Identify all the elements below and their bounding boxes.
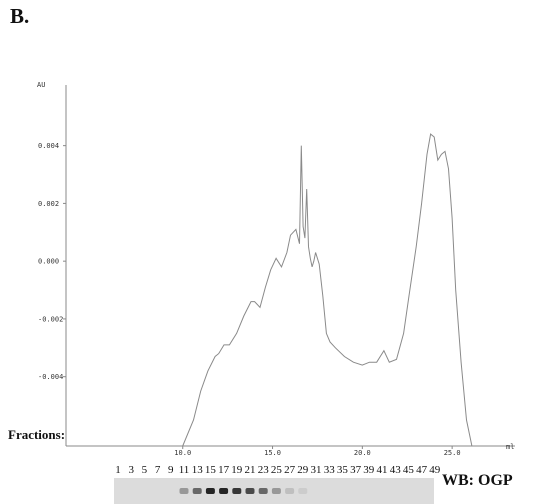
fraction-number: 41: [377, 464, 388, 476]
fraction-number: 47: [416, 464, 428, 476]
fraction-number: 19: [231, 464, 243, 476]
y-tick-label: 0.002: [38, 200, 59, 208]
blot-band: [192, 488, 202, 494]
fraction-number: 9: [168, 464, 174, 476]
fraction-number: 45: [403, 464, 415, 476]
blot-band: [219, 488, 229, 494]
fraction-number: 43: [390, 464, 402, 476]
fraction-number: 39: [363, 464, 375, 476]
fraction-number: 15: [205, 464, 217, 476]
fraction-number: 3: [128, 464, 134, 476]
fraction-number: 13: [192, 464, 204, 476]
x-tick-label: 10.0: [174, 449, 191, 457]
fraction-number: 37: [350, 464, 362, 476]
fraction-number: 17: [218, 464, 230, 476]
fraction-number: 35: [337, 464, 349, 476]
fraction-number: 25: [271, 464, 283, 476]
fraction-number: 21: [245, 464, 256, 476]
western-blot-label: WB: OGP: [442, 472, 513, 489]
panel-label: B.: [10, 4, 30, 28]
blot-membrane: [114, 478, 434, 504]
plot-area: 0.004 0.002 0.000 -0.002 -0.004 10.0 15.0 20.0 2…: [38, 85, 515, 457]
fraction-number: 33: [324, 464, 336, 476]
x-tick-label: 20.0: [354, 449, 371, 457]
blot-band: [285, 488, 295, 494]
blot-band: [271, 488, 281, 494]
western-blot-strip: 1 3 5 7 9 11 13 15 17 19 21 23 25 27 29 31 33 35 37 39 41 43 4…: [114, 464, 441, 504]
y-tick-label: 0.004: [38, 142, 59, 150]
fraction-number: 23: [258, 464, 270, 476]
blot-band: [232, 488, 242, 494]
fraction-number: 7: [155, 464, 161, 476]
absorbance-trace: [182, 133, 478, 447]
blot-band: [298, 488, 308, 494]
blot-band: [245, 488, 255, 494]
fraction-number: 49: [429, 464, 441, 476]
y-tick-label: -0.002: [38, 315, 63, 323]
fraction-number: 29: [297, 464, 309, 476]
y-tick-label: 0.000: [38, 258, 59, 266]
y-axis-label: AU: [37, 81, 45, 89]
x-tick-label: 15.0: [264, 449, 281, 457]
fraction-number: 5: [142, 464, 148, 476]
fraction-number: 1: [115, 464, 121, 476]
x-axis-unit-label: ml: [506, 443, 514, 451]
blot-band: [205, 488, 215, 494]
fraction-number: 31: [311, 464, 322, 476]
x-tick-label: 25.0: [444, 449, 461, 457]
fraction-number: 11: [179, 464, 190, 476]
blot-band: [179, 488, 189, 494]
fraction-number: 27: [284, 464, 296, 476]
blot-band: [258, 488, 268, 494]
y-tick-label: -0.004: [38, 373, 63, 381]
fractions-label: Fractions:: [8, 427, 66, 442]
